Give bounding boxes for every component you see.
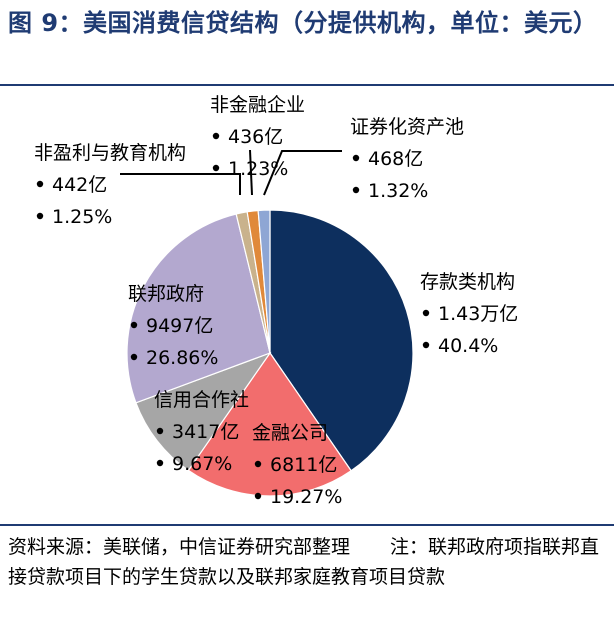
leader-lines [120,149,342,196]
leader-line-1 [249,149,253,196]
slice-name-label: 联邦政府 [128,283,204,305]
bullet-dot [254,492,262,500]
slice-amount-label: 468亿 [368,148,423,170]
bullet-dot [352,154,360,162]
slice-name-label: 非盈利与教育机构 [34,142,186,164]
slice-name-label: 非金融企业 [210,94,305,116]
slice-amount-label: 436亿 [228,126,283,148]
slice-percent-label: 26.86% [146,347,218,369]
bullet-dot [212,164,220,172]
slice-percent-label: 40.4% [438,335,498,357]
bullet-dot [36,212,44,220]
bullet-dot [212,132,220,140]
slice-percent-label: 9.67% [172,453,232,475]
bullet-dot [254,460,262,468]
slice-amount-label: 442亿 [52,174,107,196]
note-text: 注：联邦政府项指联邦直接贷款项目下的学生贷款以及联邦家庭教育项目贷款 [8,536,600,588]
slice-label-6: 证券化资产池 468亿 1.32% [350,116,464,202]
pie-slice-2 [135,351,272,472]
slice-name-label: 证券化资产池 [350,116,464,138]
slice-amount-label: 6811亿 [270,454,337,476]
pie-slice-0 [269,209,414,472]
bullet-dot [352,186,360,194]
slice-percent-label: 1.32% [368,180,428,202]
slice-label-1: 金融公司 6811亿 19.27% [252,422,342,508]
bullet-dot [422,341,430,349]
leader-line-2 [263,150,342,196]
slice-label-0: 存款类机构 1.43万亿 40.4% [420,271,518,357]
bullet-dot [156,427,164,435]
pie-slice-3 [126,213,271,404]
bullet-dot [422,309,430,317]
slice-amount-label: 1.43万亿 [438,303,518,325]
slice-percent-label: 1.25% [52,206,112,228]
pie-slices [126,209,414,497]
slice-label-4: 非盈利与教育机构 442亿 1.25% [34,142,186,228]
bullet-dot [36,180,44,188]
source-text: 资料来源：美联储，中信证券研究部整理 [8,536,351,558]
pie-slice-6 [257,209,271,354]
slice-amount-label: 9497亿 [146,315,213,337]
chart-title: 图 9：美国消费信贷结构（分提供机构，单位：美元） [8,9,598,37]
footnote: 资料来源：美联储，中信证券研究部整理 注：联邦政府项指联邦直接贷款项目下的学生贷款… [8,532,606,592]
slice-label-5: 非金融企业 436亿 1.23% [210,94,305,180]
slice-name-label: 信用合作社 [154,389,249,411]
slice-percent-label: 19.27% [270,486,342,508]
pie-slice-1 [187,351,352,497]
slice-name-label: 存款类机构 [420,271,515,293]
footer-divider [0,524,614,526]
pie-labels: 存款类机构 1.43万亿 40.4% 金融公司 6811亿 19.27% 信用合作社 3417… [34,94,518,508]
pie-chart: 存款类机构 1.43万亿 40.4% 金融公司 6811亿 19.27% 信用合作社 3417… [34,94,518,508]
title-divider [0,84,614,86]
bullet-dot [130,321,138,329]
slice-label-2: 信用合作社 3417亿 9.67% [154,389,249,475]
slice-amount-label: 3417亿 [172,421,239,443]
bullet-dot [130,353,138,361]
slice-percent-label: 1.23% [228,158,288,180]
slice-name-label: 金融公司 [252,422,328,444]
leader-line-0 [120,173,241,195]
bullet-dot [156,459,164,467]
slice-label-3: 联邦政府 9497亿 26.86% [128,283,218,369]
